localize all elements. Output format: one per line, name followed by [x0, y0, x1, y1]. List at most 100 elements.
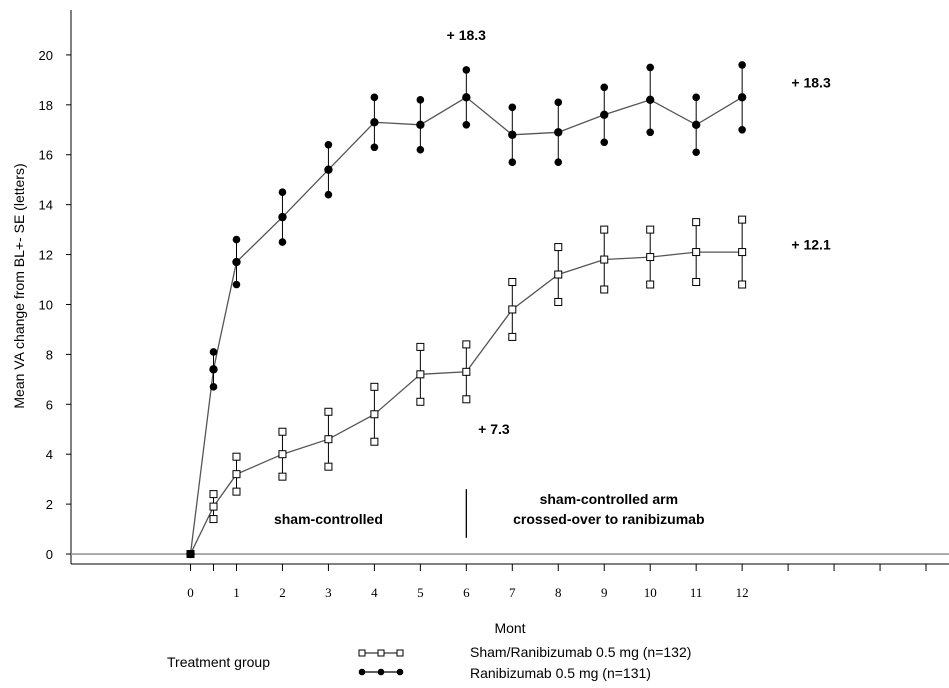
data-point [324, 435, 333, 444]
error-cap [209, 383, 218, 391]
data-point [186, 549, 195, 559]
error-cap [416, 397, 425, 406]
data-point [324, 165, 333, 174]
error-cap [278, 238, 287, 246]
x-tick-label: 12 [736, 585, 749, 600]
data-point [691, 120, 701, 129]
data-point [600, 255, 609, 264]
data-point [209, 502, 218, 511]
data-point [508, 305, 517, 314]
data-point [232, 257, 241, 267]
data-point [416, 370, 425, 379]
legend-title: Treatment group [167, 654, 270, 670]
data-point [278, 450, 287, 459]
error-cap [692, 218, 701, 227]
y-tick-label: 14 [39, 198, 53, 213]
error-cap [370, 143, 379, 152]
error-cap [278, 188, 287, 196]
y-axis-ticks: 0 2 4 6 8 10 12 14 16 18 20 [39, 48, 71, 562]
data-point [646, 253, 655, 262]
series-2 [186, 61, 747, 559]
legend-keys [358, 649, 404, 676]
x-axis-ticks: 0 1 2 3 4 5 6 7 8 9 10 11 12 [187, 564, 927, 600]
data-point [370, 410, 379, 419]
legend: Treatment group Sham/Ranibizumab 0.5 mg … [167, 644, 691, 681]
error-cap [692, 148, 700, 157]
error-cap [324, 140, 333, 149]
y-tick-label: 12 [39, 248, 53, 263]
y-tick-label: 18 [39, 98, 53, 113]
error-cap [232, 280, 241, 289]
error-cap [416, 96, 425, 104]
error-cap [600, 83, 609, 92]
data-point [737, 93, 747, 102]
annotation-label: + 7.3 [478, 421, 510, 437]
error-cap [554, 158, 563, 167]
y-tick-label: 16 [39, 148, 53, 163]
y-tick-label: 20 [39, 48, 53, 63]
error-cap [646, 225, 655, 234]
error-cap [738, 280, 747, 289]
error-cap [738, 125, 746, 134]
error-cap [416, 145, 425, 154]
error-cap [738, 61, 746, 69]
error-cap [646, 63, 655, 72]
data-point [462, 367, 471, 376]
x-tick-label: 9 [601, 585, 608, 600]
error-cap [462, 120, 471, 129]
error-cap [508, 278, 517, 287]
series-layer [186, 61, 747, 559]
legend-key-marker-sham [396, 649, 404, 657]
x-tick-label: 4 [371, 585, 378, 600]
series-1 [186, 215, 747, 559]
x-tick-label: 3 [325, 585, 332, 600]
x-tick-label: 10 [644, 585, 657, 600]
data-point [554, 128, 563, 137]
x-tick-label: 11 [690, 585, 703, 600]
y-tick-label: 2 [46, 497, 53, 512]
x-tick-label: 1 [233, 585, 240, 600]
legend-key-marker-sham [377, 649, 385, 657]
legend-key-marker-ranibizumab [358, 668, 366, 676]
error-cap [508, 103, 517, 112]
data-point [462, 93, 471, 102]
error-cap [508, 332, 517, 341]
x-tick-label: 6 [463, 585, 470, 600]
x-tick-label: 7 [509, 585, 516, 600]
data-point [692, 248, 701, 257]
error-cap [209, 515, 218, 524]
error-cap [692, 93, 700, 102]
error-cap [462, 66, 471, 74]
error-cap [232, 452, 241, 461]
y-tick-label: 8 [46, 347, 53, 362]
error-cap [600, 225, 609, 234]
error-cap [462, 395, 471, 404]
error-cap [416, 342, 425, 351]
data-point [554, 270, 563, 279]
error-cap [600, 285, 609, 294]
data-point [232, 470, 241, 479]
data-point [370, 118, 379, 127]
data-point [508, 130, 517, 139]
y-tick-label: 0 [46, 547, 53, 562]
error-cap [232, 487, 241, 496]
error-cap [324, 462, 333, 471]
annotation-label: + 12.1 [791, 237, 831, 253]
error-cap [554, 98, 563, 107]
x-tick-label: 8 [555, 585, 562, 600]
error-cap [370, 93, 379, 102]
error-cap [209, 348, 218, 356]
annotation-label: crossed-over to ranibizumab [513, 511, 704, 527]
error-cap [278, 472, 287, 481]
series-line [189, 251, 743, 555]
legend-key-marker-ranibizumab [396, 668, 404, 676]
data-point [416, 120, 425, 129]
y-axis-title: Mean VA change from BL+- SE (letters) [11, 163, 27, 408]
error-cap [600, 138, 609, 147]
x-tick-label: 0 [187, 585, 194, 600]
error-cap [209, 490, 218, 499]
error-cap [324, 407, 333, 416]
x-tick-label: 2 [279, 585, 286, 600]
error-cap [554, 243, 563, 252]
